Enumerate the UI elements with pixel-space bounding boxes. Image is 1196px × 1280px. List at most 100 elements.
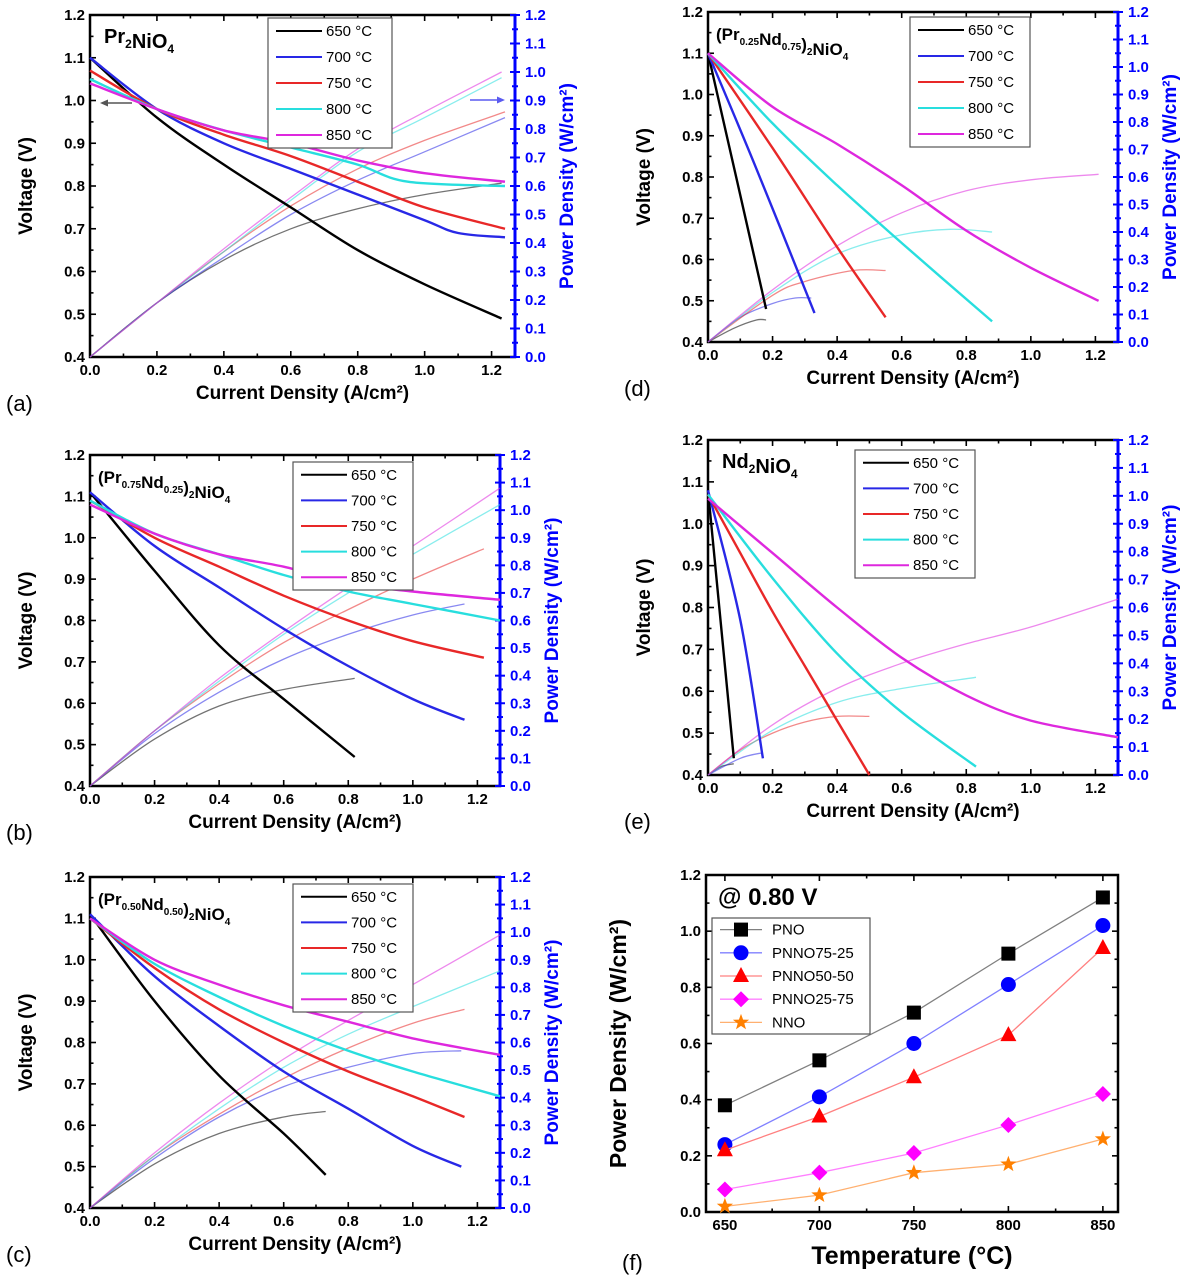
y-tick-label: 0.8 [682,169,703,186]
x-tick-label: 1.2 [467,1213,488,1230]
x-tick-label: 1.0 [402,791,423,808]
legend-label: 800 °C [968,100,1014,117]
panel-title: (Pr0.50Nd0.50)2NiO4 [98,890,231,928]
legend-label: 850 °C [913,557,959,574]
y2-tick-label: 0.1 [525,321,546,338]
x-axis-title: Current Density (A/cm²) [196,383,409,404]
y-tick-label: 0.5 [64,306,85,323]
power-curve [89,934,501,1209]
data-point [716,1141,733,1157]
title-segment: NiO [194,483,224,502]
x-tick-label: 0.6 [280,362,301,379]
y2-tick-label: 0.5 [510,1062,531,1079]
y2-tick-label: 0.6 [525,178,546,195]
legend-marker [733,991,749,1008]
y2-axis-title: Power Density (W/cm²) [1160,505,1181,711]
voltage-curve [89,503,501,601]
y2-tick-label: 0.5 [1128,197,1149,214]
x-tick-label: 0.4 [213,362,235,379]
y-tick-label: 0.8 [64,1035,85,1052]
legend-label: 850 °C [351,569,397,586]
y2-tick-label: 0.7 [1128,572,1149,589]
y2-tick-label: 0.3 [1128,683,1149,700]
y-tick-label: 1.1 [64,50,85,67]
y-tick-label: 0.6 [64,264,85,281]
y2-tick-label: 1.0 [1128,59,1149,76]
x-tick-label: 0.2 [144,791,165,808]
voltage-curve [707,497,1119,739]
power-curve [707,752,764,776]
legend-label: PNNO25-75 [772,991,854,1008]
y2-tick-label: 0.8 [510,979,531,996]
legend-marker [732,1013,750,1030]
y2-tick-label: 0.0 [1128,334,1149,351]
x-tick-label: 0.2 [762,780,783,797]
y2-tick-label: 0.9 [510,530,531,547]
y-tick-label: 1.0 [64,93,85,110]
y-tick-label: 1.0 [64,952,85,969]
x-axis-title: Temperature (°C) [811,1242,1012,1270]
x-tick-label: 750 [901,1217,926,1234]
y2-tick-label: 0.7 [510,1007,531,1024]
y2-tick-label: 0.4 [510,1090,532,1107]
legend-marker [733,945,749,961]
y-axis-title: Voltage (V) [634,128,655,226]
legend-label: 700 °C [351,914,397,931]
x-tick-label: 0.8 [347,362,368,379]
y2-tick-label: 1.1 [510,897,531,914]
power-curve [707,173,1099,343]
voltage-curve [707,52,887,318]
y2-tick-label: 1.1 [1128,32,1149,49]
x-tick-label: 0.6 [273,1213,294,1230]
voltage-curve [89,917,501,1057]
legend-label: 850 °C [968,126,1014,143]
y-tick-label: 0.7 [682,641,703,658]
y-tick-label: 0.9 [64,135,85,152]
y2-tick-label: 0.6 [510,1035,531,1052]
chart-panel: 650 700 750 800 850 0.0 0.2 0.4 0.6 0.8 1.0 1.2 Powe… [605,867,1120,1275]
x-tick-label: 0.0 [80,791,101,808]
x-tick-label: 1.2 [481,362,502,379]
y2-tick-label: 0.1 [510,1172,531,1189]
legend-label: PNNO50-50 [772,968,854,985]
y2-tick-label: 1.1 [1128,460,1149,477]
x-axis-title: Current Density (A/cm²) [806,368,1019,389]
title-segment: 0.50 [164,907,184,918]
y2-tick-label: 0.4 [525,235,547,252]
y2-tick-label: 0.0 [1128,767,1149,784]
y2-tick-label: 1.0 [510,502,531,519]
panel-title: Pr2NiO4 [104,26,174,56]
y2-axis-title: Power Density (W/cm²) [557,83,578,289]
x-tick-label: 1.0 [414,362,435,379]
power-curve [707,598,1119,776]
voltage-curve [89,491,356,758]
y2-tick-label: 0.2 [510,723,531,740]
title-segment: 2 [189,912,195,923]
x-tick-label: 0.6 [891,347,912,364]
y2-tick-label: 0.3 [510,1117,531,1134]
legend-label: 650 °C [968,22,1014,39]
legend-label: 850 °C [326,127,372,144]
x-tick-label: 0.8 [338,1213,359,1230]
y2-tick-label: 0.0 [510,1200,531,1217]
y2-tick-label: 1.2 [1128,4,1149,21]
legend-label: 750 °C [913,506,959,523]
legend-label: 700 °C [326,49,372,66]
y-tick-label: 1.0 [682,516,703,533]
data-point [1000,977,1016,993]
y-tick-label: 0.4 [64,349,86,366]
y2-tick-label: 0.3 [510,695,531,712]
data-point [1095,918,1111,934]
title-segment: ) [801,35,807,54]
y2-tick-label: 0.4 [1128,224,1150,241]
x-tick-label: 0.0 [698,780,719,797]
y2-tick-label: 1.2 [510,869,531,886]
power-curve [707,676,977,776]
y2-tick-label: 0.5 [525,207,546,224]
power-curve [89,603,465,787]
y-tick-label: 0.5 [682,293,703,310]
y-tick-label: 1.0 [682,87,703,104]
y2-tick-label: 0.9 [510,952,531,969]
y-tick-label: 0.4 [682,334,704,351]
